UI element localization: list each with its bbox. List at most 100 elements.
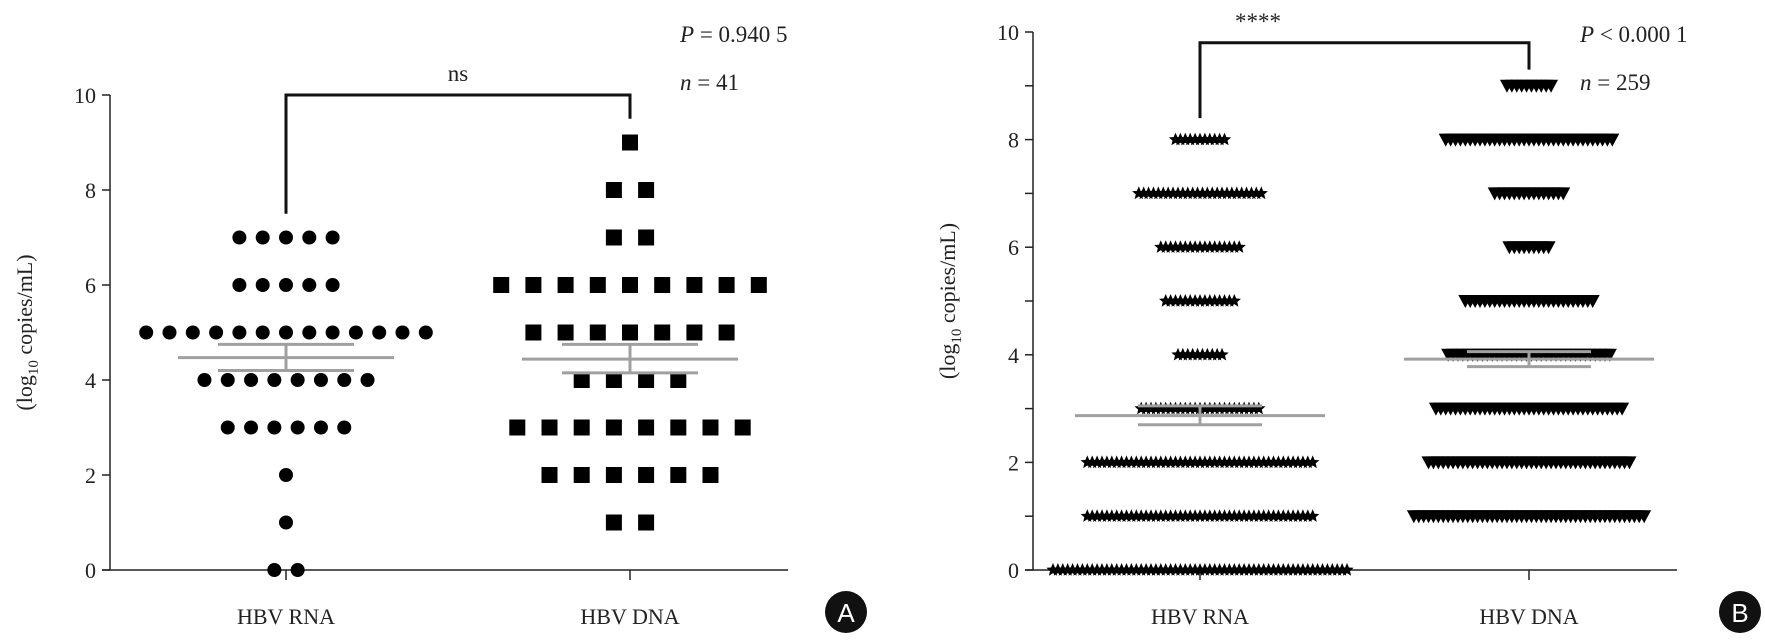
data-point: [395, 325, 410, 340]
y-tick-label: 10: [74, 83, 96, 108]
significance-label: ns: [448, 61, 469, 86]
data-point: [1605, 133, 1620, 147]
data-point: [670, 419, 687, 436]
data-point: [267, 373, 282, 387]
p-value: P < 0.000 1: [1579, 22, 1688, 47]
data-point: [279, 468, 293, 482]
y-tick-label: 4: [85, 368, 96, 393]
data-point: [605, 419, 622, 436]
y-tick-label: 2: [85, 463, 96, 488]
data-point: [686, 324, 703, 341]
data-point: [209, 325, 224, 340]
data-point: [279, 278, 293, 292]
data-point: [1215, 347, 1229, 361]
data-point: [279, 230, 293, 245]
data-point: [1556, 187, 1571, 201]
data-point: [279, 325, 293, 340]
x-tick-label: HBV RNA: [237, 604, 335, 629]
significance-bracket: [1198, 41, 1531, 119]
x-tick-label: HBV RNA: [1151, 604, 1249, 629]
data-point: [302, 325, 317, 340]
data-point: [255, 278, 270, 292]
data-point: [573, 372, 590, 388]
data-point: [638, 182, 655, 198]
y-label-sub: 10: [26, 360, 42, 375]
data-point: [360, 373, 375, 387]
x-tick-label: HBV DNA: [580, 604, 679, 629]
x-tick-label: HBV DNA: [1479, 604, 1578, 629]
p-value: P = 0.940 5: [679, 22, 788, 47]
y-label-post: copies/mL): [935, 223, 960, 329]
data-point: [1232, 240, 1246, 253]
p-label: P: [1579, 22, 1594, 47]
data-point: [232, 278, 247, 292]
y-axis-label: (log10 copies/mL): [12, 254, 42, 410]
y-label-pre: (log: [935, 344, 960, 379]
n-label: n: [680, 70, 692, 95]
data-point: [232, 325, 247, 340]
data-point: [372, 325, 387, 340]
significance-bracket: [284, 93, 632, 214]
panel-label: A: [837, 598, 855, 628]
data-point: [267, 420, 282, 435]
data-point: [622, 134, 638, 151]
data-point: [638, 229, 655, 246]
y-tick-label: 2: [1008, 450, 1019, 475]
data-point: [313, 373, 328, 387]
y-tick-label: 0: [85, 558, 96, 583]
data-point: [541, 419, 558, 436]
data-point: [290, 420, 305, 435]
y-tick-label: 6: [1008, 235, 1019, 260]
data-point: [244, 373, 259, 387]
data-point: [638, 419, 655, 436]
data-point: [702, 467, 719, 483]
data-point: [302, 278, 317, 292]
data-point: [1544, 79, 1559, 93]
data-point: [638, 514, 655, 531]
data-point: [139, 325, 154, 340]
panel-badge: [1719, 591, 1761, 633]
data-point: [1340, 563, 1354, 576]
data-point: [313, 420, 328, 435]
p-label: P: [679, 22, 694, 47]
data-point: [605, 229, 622, 246]
data-point: [605, 372, 622, 388]
data-point: [622, 277, 638, 293]
data-point: [1306, 455, 1320, 469]
data-point: [605, 182, 622, 198]
data-point: [1615, 402, 1630, 416]
p-value-text: = 0.940 5: [694, 22, 787, 47]
y-tick-label: 0: [1008, 558, 1019, 583]
data-point: [348, 325, 363, 340]
data-point: [525, 277, 542, 293]
y-tick-label: 6: [85, 273, 96, 298]
data-point: [605, 467, 622, 483]
significance-label: ****: [1235, 9, 1281, 34]
data-point: [1217, 132, 1232, 146]
data-point: [638, 467, 655, 483]
data-point: [573, 467, 590, 483]
data-point: [197, 373, 212, 387]
panel-label: B: [1731, 598, 1748, 628]
y-label-post: copies/mL): [12, 254, 37, 360]
data-point: [337, 373, 352, 387]
data-point: [734, 419, 751, 436]
data-point: [302, 230, 317, 245]
data-point: [541, 467, 558, 483]
data-point: [220, 420, 235, 435]
data-point: [493, 277, 510, 293]
data-point: [702, 419, 719, 436]
data-point: [418, 325, 433, 340]
data-point: [232, 230, 247, 245]
data-point: [162, 325, 177, 340]
data-point: [557, 324, 574, 341]
data-point: [1541, 241, 1556, 255]
data-point: [670, 467, 687, 483]
data-point: [1306, 509, 1320, 522]
data-point: [1585, 295, 1600, 308]
sample-size: n = 259: [1580, 70, 1650, 95]
data-point: [605, 514, 622, 531]
